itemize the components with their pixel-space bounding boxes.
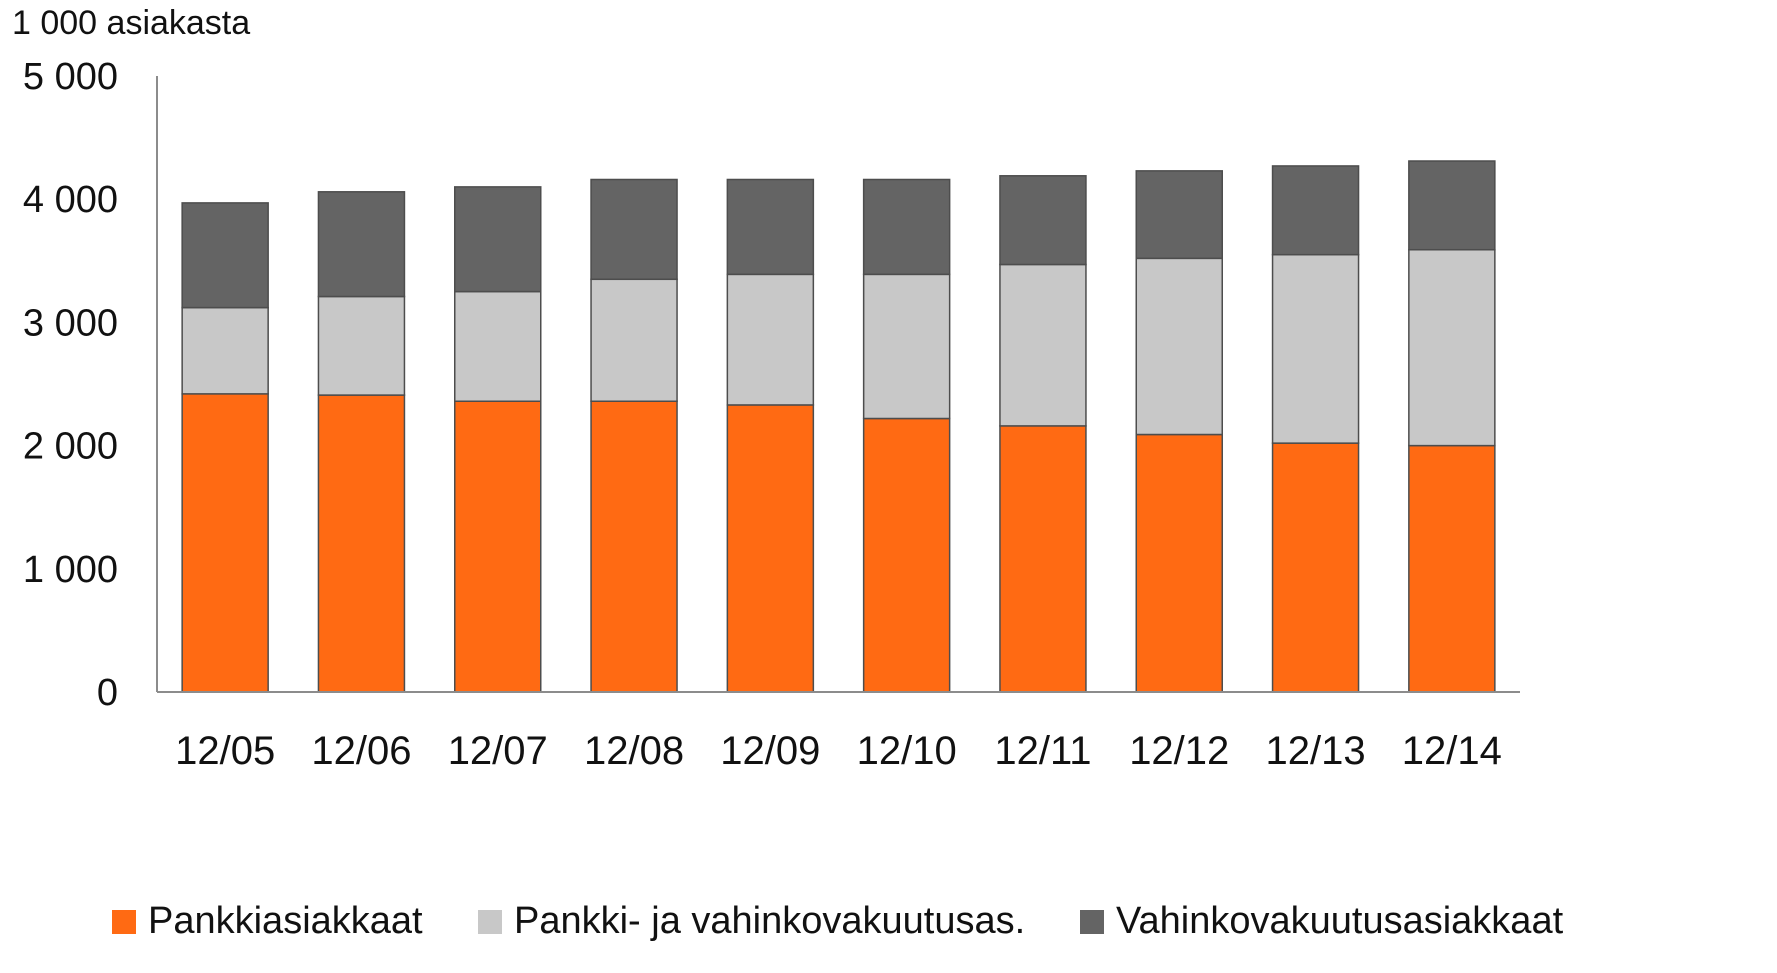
bar-segment-1 bbox=[590, 400, 678, 693]
bar-segment-1 bbox=[454, 400, 542, 693]
legend-item: Pankkiasiakkaat bbox=[112, 900, 423, 943]
bar-segment-2 bbox=[454, 290, 542, 402]
y-tick-label: 0 bbox=[97, 672, 118, 714]
x-tick-label: 12/09 bbox=[720, 729, 820, 773]
bar-segment-3 bbox=[454, 186, 542, 293]
bar-segment-1 bbox=[862, 417, 951, 693]
bar-segment-3 bbox=[862, 178, 951, 276]
bar-segment-3 bbox=[1408, 160, 1496, 251]
x-tick-label: 12/08 bbox=[584, 729, 684, 773]
bar-group bbox=[181, 160, 1496, 693]
bar-segment-1 bbox=[1135, 433, 1223, 693]
bar-segment-1 bbox=[726, 404, 815, 693]
x-tick-label: 12/13 bbox=[1265, 729, 1365, 773]
y-axis-ticks: 0 1 000 2 000 3 000 4 000 5 000 bbox=[23, 56, 118, 714]
axes bbox=[156, 76, 1520, 693]
bar-segment-3 bbox=[726, 178, 815, 276]
legend-swatch bbox=[478, 909, 502, 934]
bar-segment-2 bbox=[1271, 253, 1360, 444]
bar-segment-1 bbox=[181, 393, 269, 693]
legend-item: Vahinkovakuutusasiakkaat bbox=[1080, 900, 1563, 943]
bar-segment-3 bbox=[1271, 165, 1360, 256]
bar-segment-3 bbox=[317, 191, 406, 298]
x-tick-label: 12/14 bbox=[1402, 729, 1502, 773]
x-tick-label: 12/06 bbox=[311, 729, 411, 773]
legend-swatch bbox=[112, 909, 136, 934]
bar-segment-3 bbox=[1135, 170, 1223, 260]
bar-segment-2 bbox=[590, 278, 678, 402]
legend-swatch bbox=[1080, 909, 1104, 934]
bar-segment-2 bbox=[862, 273, 951, 420]
y-tick-label: 5 000 bbox=[23, 56, 118, 98]
bar-segment-1 bbox=[317, 394, 406, 693]
x-tick-label: 12/10 bbox=[857, 729, 957, 773]
legend-label: Pankkiasiakkaat bbox=[148, 900, 423, 942]
y-axis-unit-label: 1 000 asiakasta bbox=[12, 4, 251, 42]
x-axis-ticks: 12/05 12/06 12/07 12/08 12/09 12/10 12/11 12/12… bbox=[175, 729, 1502, 773]
y-tick-label: 3 000 bbox=[23, 302, 118, 344]
bar-segment-2 bbox=[181, 306, 269, 395]
y-tick-label: 1 000 bbox=[23, 549, 118, 591]
bar-segment-3 bbox=[590, 178, 678, 281]
bar-segment-3 bbox=[181, 202, 269, 309]
bar-segment-2 bbox=[726, 273, 815, 406]
bar-segment-1 bbox=[999, 425, 1087, 693]
x-tick-label: 12/11 bbox=[994, 729, 1091, 773]
x-tick-label: 12/05 bbox=[175, 729, 275, 773]
bar-segment-2 bbox=[1135, 257, 1223, 436]
bar-segment-2 bbox=[1408, 248, 1496, 447]
legend: Pankkiasiakkaat Pankki- ja vahinkovakuutu… bbox=[0, 900, 1777, 960]
x-tick-label: 12/12 bbox=[1129, 729, 1229, 773]
y-tick-label: 4 000 bbox=[23, 179, 118, 221]
y-tick-label: 2 000 bbox=[23, 426, 118, 468]
bar-segment-3 bbox=[999, 175, 1087, 266]
x-tick-label: 12/07 bbox=[448, 729, 548, 773]
legend-label: Pankki- ja vahinkovakuutusas. bbox=[514, 900, 1026, 942]
bar-segment-1 bbox=[1408, 444, 1496, 693]
bar-segment-1 bbox=[1271, 442, 1360, 693]
bar-segment-2 bbox=[999, 263, 1087, 427]
legend-label: Vahinkovakuutusasiakkaat bbox=[1116, 900, 1564, 942]
bar-segment-2 bbox=[317, 295, 406, 396]
legend-item: Pankki- ja vahinkovakuutusas. bbox=[478, 900, 1025, 943]
